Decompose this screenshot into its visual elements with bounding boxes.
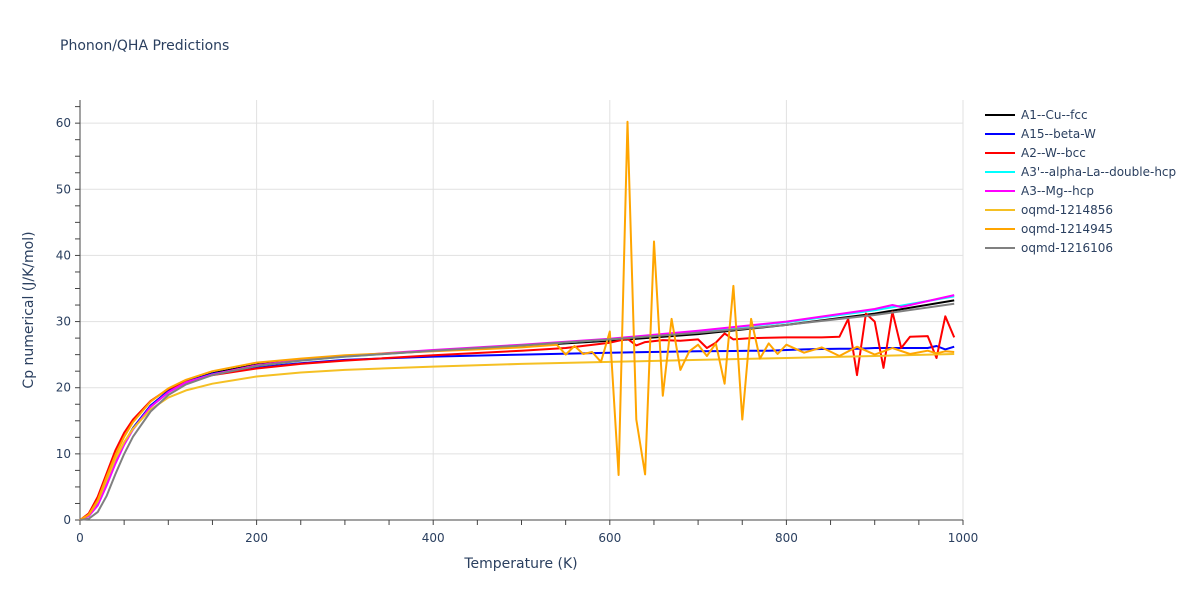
legend-item[interactable]: A15--beta-W [985, 127, 1096, 141]
y-tick-label: 60 [56, 116, 71, 130]
y-tick-label: 30 [56, 315, 71, 329]
legend-label: A3--Mg--hcp [1021, 184, 1094, 198]
plot-area [79, 120, 956, 521]
series-line [79, 302, 955, 521]
series-line [79, 310, 956, 521]
gridlines [80, 100, 964, 520]
x-tick-label: 200 [245, 531, 268, 545]
x-tick-label: 800 [775, 531, 798, 545]
legend-label: A2--W--bcc [1021, 146, 1086, 160]
legend-item[interactable]: A2--W--bcc [985, 146, 1086, 160]
series-line [79, 120, 955, 521]
series-line [79, 295, 955, 521]
legend-item[interactable]: A3'--alpha-La--double-hcp [985, 165, 1176, 179]
series-line [79, 353, 955, 521]
x-tick-label: 1000 [948, 531, 979, 545]
x-axis-title: Temperature (K) [463, 556, 577, 572]
legend-label: A15--beta-W [1021, 127, 1096, 141]
axes: 0 200 400 600 800 1000 0 10 20 30 40 50 60 [56, 100, 979, 545]
y-tick-label: 10 [56, 447, 71, 461]
y-tick-label: 50 [56, 182, 71, 196]
chart-title: Phonon/QHA Predictions [60, 38, 229, 54]
series-line [79, 299, 955, 521]
legend-label: oqmd-1214945 [1021, 222, 1113, 236]
y-tick-label: 20 [56, 381, 71, 395]
legend-item[interactable]: oqmd-1216106 [985, 241, 1113, 255]
legend-item[interactable]: oqmd-1214945 [985, 222, 1113, 236]
y-tick-label: 0 [63, 513, 71, 527]
legend-label: oqmd-1214856 [1021, 203, 1113, 217]
y-tick-label: 40 [56, 248, 71, 262]
y-axis-title: Cp numerical (J/K/mol) [21, 231, 37, 388]
x-tick-label: 600 [598, 531, 621, 545]
x-tick-label: 400 [422, 531, 445, 545]
legend-item[interactable]: A1--Cu--fcc [985, 108, 1088, 122]
legend-label: A1--Cu--fcc [1021, 108, 1088, 122]
legend[interactable]: A1--Cu--fcc A15--beta-W A2--W--bcc A3'--alp… [985, 108, 1176, 255]
legend-label: A3'--alpha-La--double-hcp [1021, 165, 1176, 179]
x-tick-label: 0 [76, 531, 84, 545]
legend-item[interactable]: A3--Mg--hcp [985, 184, 1094, 198]
legend-item[interactable]: oqmd-1214856 [985, 203, 1113, 217]
legend-label: oqmd-1216106 [1021, 241, 1113, 255]
series-line [79, 294, 955, 521]
